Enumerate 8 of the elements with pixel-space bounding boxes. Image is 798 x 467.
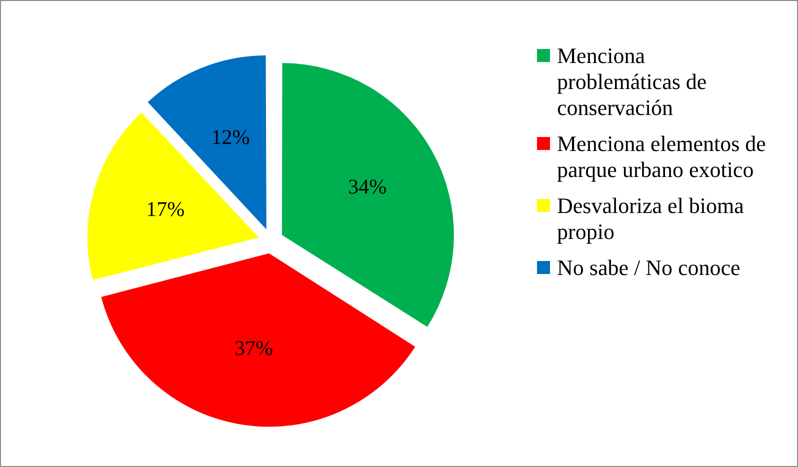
legend-label: Menciona elementos de parque urbano exotico xyxy=(557,131,766,182)
data-label: 34% xyxy=(348,174,387,199)
data-label: 12% xyxy=(211,125,250,150)
data-label: 17% xyxy=(146,196,185,221)
legend-label: No sabe / No conoce xyxy=(557,255,740,280)
data-label: 37% xyxy=(234,336,274,360)
legend-label: Menciona problemáticas de conservación xyxy=(557,43,707,120)
legend-label: Desvaloriza el bioma propio xyxy=(557,193,744,244)
